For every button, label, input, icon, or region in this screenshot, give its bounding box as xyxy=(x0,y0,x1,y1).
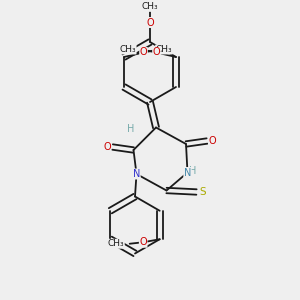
Text: N: N xyxy=(184,167,191,178)
Text: CH₃: CH₃ xyxy=(108,239,124,248)
Text: O: O xyxy=(146,17,154,28)
Text: O: O xyxy=(103,142,111,152)
Text: CH₃: CH₃ xyxy=(142,2,158,11)
Text: S: S xyxy=(200,187,206,197)
Text: O: O xyxy=(140,237,147,247)
Text: H: H xyxy=(127,124,134,134)
Text: CH₃: CH₃ xyxy=(119,45,136,54)
Text: O: O xyxy=(208,136,216,146)
Text: N: N xyxy=(133,169,140,179)
Text: O: O xyxy=(153,47,160,58)
Text: H: H xyxy=(189,166,197,176)
Text: CH₃: CH₃ xyxy=(156,45,172,54)
Text: O: O xyxy=(140,47,147,58)
